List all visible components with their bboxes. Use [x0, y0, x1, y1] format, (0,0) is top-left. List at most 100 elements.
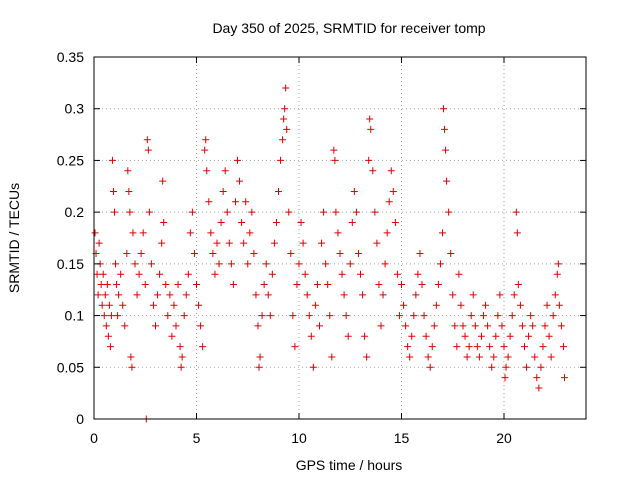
- data-point: [126, 208, 134, 216]
- data-point: [344, 332, 352, 340]
- data-point: [467, 312, 475, 320]
- data-point: [279, 136, 287, 144]
- data-point: [453, 343, 461, 351]
- data-point: [139, 229, 147, 237]
- data-point: [500, 343, 508, 351]
- data-point: [156, 270, 164, 278]
- data-point: [418, 281, 426, 289]
- data-point: [554, 260, 562, 268]
- data-point: [426, 363, 434, 371]
- data-point: [170, 301, 178, 309]
- data-point: [340, 291, 348, 299]
- data-point: [100, 312, 108, 320]
- data-point: [287, 250, 295, 258]
- data-point: [106, 343, 114, 351]
- data-point: [440, 105, 448, 113]
- data-point: [211, 270, 219, 278]
- data-point: [234, 156, 241, 164]
- data-point: [441, 125, 449, 133]
- data-point: [131, 260, 139, 268]
- data-point: [451, 322, 459, 330]
- data-point: [545, 332, 553, 340]
- data-point: [354, 250, 362, 258]
- data-point: [152, 322, 159, 330]
- data-point: [238, 218, 246, 226]
- data-point: [514, 281, 522, 289]
- data-point: [443, 177, 451, 185]
- data-point: [521, 343, 528, 351]
- data-point: [533, 374, 541, 382]
- x-axis-label: GPS time / hours: [296, 457, 403, 473]
- data-point: [383, 229, 391, 237]
- data-point: [531, 353, 539, 361]
- data-point: [135, 270, 143, 278]
- data-point: [311, 301, 319, 309]
- data-point: [145, 208, 153, 216]
- data-point: [143, 136, 151, 144]
- data-point: [94, 291, 102, 299]
- data-point: [219, 187, 227, 195]
- data-point: [352, 208, 360, 216]
- data-point: [213, 239, 221, 247]
- data-point: [256, 353, 264, 361]
- data-point: [101, 291, 109, 299]
- chart-title: Day 350 of 2025, SRMTID for receiver tom…: [212, 20, 485, 36]
- data-point: [320, 208, 328, 216]
- data-point: [338, 270, 346, 278]
- data-point: [168, 332, 176, 340]
- data-point: [147, 260, 155, 268]
- data-point: [490, 353, 498, 361]
- data-point: [420, 312, 428, 320]
- data-point: [127, 353, 135, 361]
- data-point: [523, 363, 531, 371]
- data-point: [371, 208, 379, 216]
- data-point: [254, 322, 262, 330]
- data-point: [280, 115, 288, 123]
- data-point: [516, 301, 524, 309]
- data-point: [393, 270, 401, 278]
- y-tick-label: 0.15: [57, 256, 84, 272]
- data-point: [205, 198, 213, 206]
- data-point: [149, 301, 157, 309]
- data-point: [164, 312, 172, 320]
- data-point: [172, 322, 180, 330]
- data-point: [268, 270, 276, 278]
- data-point: [494, 312, 502, 320]
- data-point: [430, 322, 438, 330]
- data-point: [432, 301, 440, 309]
- data-point: [365, 156, 373, 164]
- data-point: [229, 281, 237, 289]
- data-point: [508, 312, 516, 320]
- data-point: [111, 208, 118, 216]
- data-point: [248, 208, 256, 216]
- data-point: [119, 301, 127, 309]
- data-point: [93, 270, 101, 278]
- data-point: [455, 270, 463, 278]
- data-point: [469, 291, 477, 299]
- data-point: [240, 239, 248, 247]
- data-point: [242, 198, 250, 206]
- data-point: [408, 332, 416, 340]
- data-point: [457, 301, 465, 309]
- y-tick-label: 0.2: [65, 204, 85, 220]
- data-point: [416, 250, 424, 258]
- data-point: [404, 343, 412, 351]
- data-point: [332, 208, 340, 216]
- data-point: [461, 332, 469, 340]
- data-point: [98, 301, 106, 309]
- data-point: [492, 332, 500, 340]
- data-point: [246, 229, 254, 237]
- data-point: [502, 363, 510, 371]
- y-tick-label: 0.3: [65, 101, 85, 117]
- data-point: [195, 301, 203, 309]
- data-point: [445, 208, 453, 216]
- data-point: [182, 291, 190, 299]
- data-point: [295, 260, 303, 268]
- data-point: [113, 281, 121, 289]
- x-tick-label: 15: [394, 430, 410, 446]
- data-point: [402, 322, 410, 330]
- data-point: [162, 281, 170, 289]
- data-point: [350, 187, 358, 195]
- data-point: [557, 322, 565, 330]
- data-point: [463, 353, 471, 361]
